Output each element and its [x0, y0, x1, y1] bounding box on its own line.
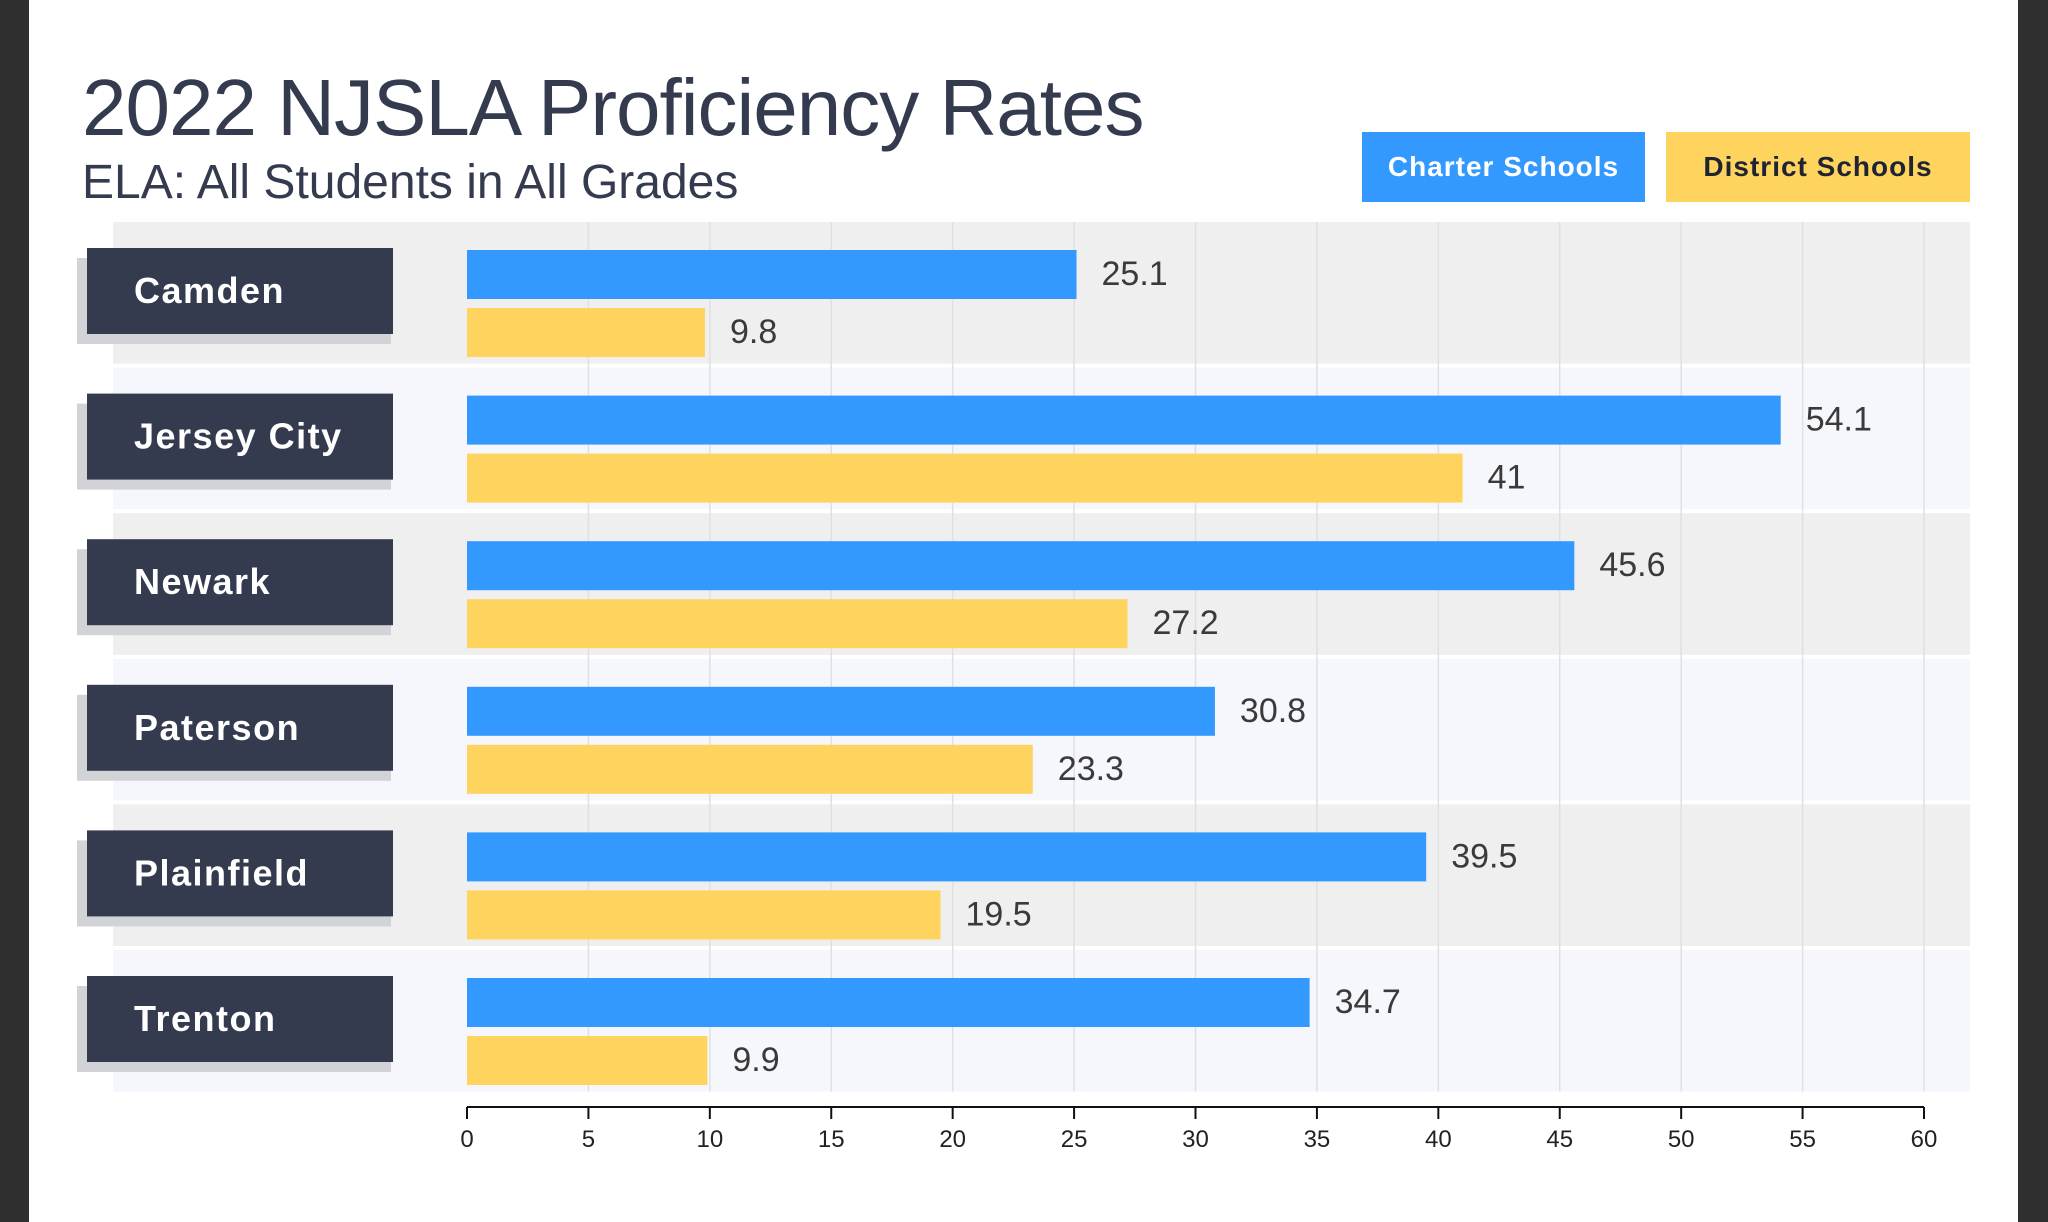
value-label-charter-schools-camden: 25.1 [1102, 255, 1168, 293]
bar-charter-schools-plainfield [467, 832, 1427, 882]
category-label-newark: Newark [134, 561, 271, 602]
legend-district-schools: District Schools [1666, 132, 1970, 202]
x-tick-label-45: 45 [1546, 1126, 1573, 1153]
value-label-district-schools-camden: 9.8 [730, 313, 777, 351]
value-label-charter-schools-newark: 45.6 [1599, 546, 1665, 584]
bar-district-schools-trenton [467, 1036, 708, 1085]
value-label-district-schools-newark: 27.2 [1153, 604, 1219, 642]
x-tick-label-5: 5 [582, 1126, 595, 1153]
bar-district-schools-jersey-city [467, 453, 1463, 503]
value-label-charter-schools-trenton: 34.7 [1335, 983, 1401, 1021]
x-tick-label-10: 10 [696, 1126, 723, 1153]
x-tick-label-30: 30 [1182, 1126, 1209, 1153]
bar-charter-schools-newark [467, 541, 1575, 591]
category-label-box-jersey-city [87, 393, 393, 480]
bar-charter-schools-jersey-city [467, 395, 1781, 445]
bar-district-schools-newark [467, 599, 1128, 649]
x-tick-label-35: 35 [1304, 1126, 1331, 1153]
bar-district-schools-paterson [467, 744, 1033, 794]
x-tick-label-60: 60 [1911, 1126, 1938, 1153]
value-label-charter-schools-paterson: 30.8 [1240, 692, 1306, 730]
bar-charter-schools-trenton [467, 978, 1310, 1027]
value-label-district-schools-jersey-city: 41 [1488, 459, 1526, 497]
bar-charter-schools-camden [467, 250, 1077, 299]
bar-district-schools-plainfield [467, 890, 941, 940]
category-label-box-camden [87, 248, 393, 334]
x-tick-label-25: 25 [1061, 1126, 1088, 1153]
chart-subtitle: ELA: All Students in All Grades [82, 156, 739, 209]
category-label-paterson: Paterson [134, 707, 300, 748]
value-label-district-schools-trenton: 9.9 [732, 1041, 779, 1079]
category-label-box-trenton [87, 976, 393, 1062]
chart-title: 2022 NJSLA Proficiency Rates [82, 63, 1144, 152]
x-tick-label-40: 40 [1425, 1126, 1452, 1153]
bar-district-schools-camden [467, 308, 705, 357]
value-label-district-schools-paterson: 23.3 [1058, 750, 1124, 788]
x-tick-label-20: 20 [939, 1126, 966, 1153]
x-tick-label-55: 55 [1789, 1126, 1816, 1153]
category-label-box-newark [87, 539, 393, 626]
value-label-charter-schools-jersey-city: 54.1 [1806, 401, 1872, 439]
x-tick-label-0: 0 [460, 1126, 473, 1153]
category-label-jersey-city: Jersey City [134, 416, 343, 457]
bar-charter-schools-paterson [467, 686, 1215, 736]
value-label-charter-schools-plainfield: 39.5 [1451, 837, 1517, 875]
category-label-box-plainfield [87, 830, 393, 917]
category-label-trenton: Trenton [134, 998, 277, 1039]
category-label-plainfield: Plainfield [134, 852, 309, 893]
x-tick-label-15: 15 [818, 1126, 845, 1153]
value-label-district-schools-plainfield: 19.5 [966, 895, 1032, 933]
x-tick-label-50: 50 [1668, 1126, 1695, 1153]
category-label-camden: Camden [134, 270, 285, 311]
category-label-box-paterson [87, 684, 393, 771]
legend-charter-schools: Charter Schools [1362, 132, 1645, 202]
